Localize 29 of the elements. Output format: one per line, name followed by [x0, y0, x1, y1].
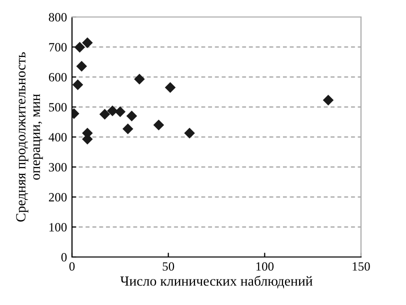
y-tick-label: 700	[49, 43, 67, 52]
x-axis-title: Число клинических наблюдений	[120, 276, 312, 288]
point	[76, 60, 88, 72]
y-tick-label: 200	[48, 193, 67, 202]
y-tick-label: 0	[61, 253, 67, 262]
x-tick-label: 150	[352, 262, 370, 271]
point	[164, 82, 176, 93]
y-axis-title: Средняя продолжительность операции, мин	[16, 52, 43, 222]
y-tick-label: 300	[48, 163, 67, 172]
point	[126, 110, 138, 122]
x-tick-label: 100	[256, 262, 274, 271]
y-tick-label: 100	[49, 223, 67, 232]
x-tick-label: 50	[162, 262, 174, 271]
point	[134, 74, 145, 84]
y-tick-label: 800	[48, 13, 67, 22]
point	[122, 124, 134, 134]
x-tick-label: 0	[69, 262, 75, 271]
point	[114, 106, 126, 118]
point	[153, 120, 164, 130]
y-tick-label: 600	[48, 73, 67, 82]
point	[82, 37, 93, 48]
point	[72, 79, 84, 90]
point	[322, 94, 334, 106]
y-tick-label: 400	[48, 133, 67, 142]
point	[99, 108, 110, 120]
y-tick-label: 500	[49, 103, 67, 112]
point	[74, 42, 86, 53]
point	[107, 106, 118, 116]
point	[184, 128, 195, 138]
